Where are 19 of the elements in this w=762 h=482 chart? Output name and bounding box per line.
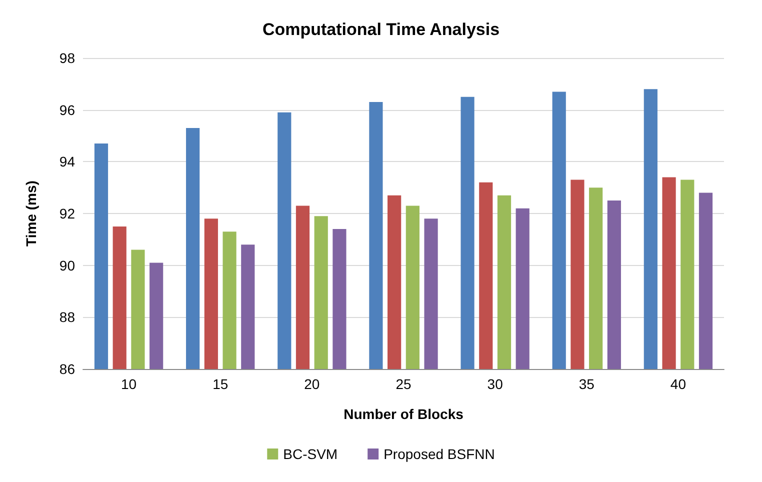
legend-label: BC-SVM: [283, 446, 338, 462]
x-tick-label: 10: [120, 376, 137, 392]
y-tick-label: 86: [59, 361, 76, 377]
x-tick-label: 25: [396, 376, 412, 392]
y-tick-label: 98: [59, 50, 76, 66]
x-tick-label: 15: [212, 376, 228, 392]
chart-title: Computational Time Analysis: [262, 20, 500, 39]
x-tick-label: 40: [670, 376, 686, 392]
y-tick-label: 94: [59, 154, 76, 170]
y-tick-label: 88: [59, 309, 76, 326]
legend-label: Proposed BSFNN: [384, 446, 495, 462]
x-tick-label: 30: [487, 376, 504, 392]
x-axis-title: Number of Blocks: [344, 406, 464, 422]
y-tick-label: 96: [59, 102, 76, 118]
y-tick-label: 90: [59, 257, 76, 274]
x-tick-label: 20: [304, 376, 320, 392]
x-tick-label: 35: [578, 376, 595, 392]
y-tick-label: 92: [59, 206, 76, 222]
y-axis-title: Time (ms): [23, 180, 39, 246]
